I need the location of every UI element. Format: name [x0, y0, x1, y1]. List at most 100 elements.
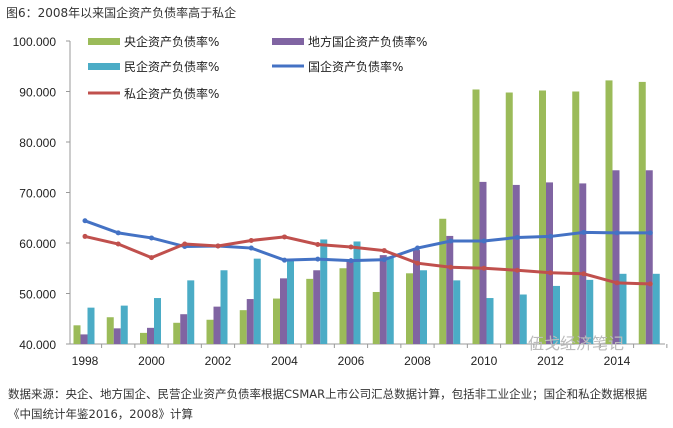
line-point — [647, 230, 653, 236]
legend-label: 央企资产负债率% — [124, 34, 219, 49]
x-tick-label: 2000 — [138, 354, 165, 368]
bar-2 — [213, 306, 221, 344]
line-point — [647, 281, 653, 287]
line-point — [348, 258, 354, 264]
bar-1 — [106, 317, 114, 344]
x-tick-label: 2010 — [471, 354, 498, 368]
bar-1 — [406, 273, 413, 344]
line-point — [149, 255, 154, 261]
line-point — [381, 257, 387, 263]
legend-label: 民企资产负债率% — [124, 59, 219, 74]
bar-3 — [553, 285, 560, 344]
legend-label: 私企资产负债率% — [124, 86, 219, 101]
bar-2 — [379, 255, 387, 344]
line-point — [415, 260, 420, 266]
line-point — [548, 270, 553, 276]
bar-3 — [287, 260, 294, 344]
line-point — [514, 267, 520, 273]
bar-3 — [586, 279, 594, 344]
line-point — [348, 244, 354, 250]
line-series-3 — [84, 219, 651, 263]
bar-3 — [120, 305, 128, 344]
bar-3 — [420, 270, 427, 344]
bar-1 — [339, 268, 347, 344]
bar-1 — [306, 278, 314, 344]
line-point — [448, 238, 454, 244]
line-point — [581, 271, 587, 277]
line-point — [315, 256, 321, 262]
bar-3 — [87, 307, 95, 344]
bar-2 — [346, 260, 354, 344]
legend-swatch — [88, 63, 120, 70]
line-point — [82, 218, 88, 224]
line-point — [248, 245, 254, 251]
bar-1 — [472, 89, 480, 344]
x-tick-label: 2004 — [271, 354, 298, 368]
line-point — [282, 257, 287, 263]
bar-3 — [353, 241, 361, 344]
line-point — [115, 241, 121, 247]
bar-2 — [579, 183, 587, 344]
legend-label: 国企资产负债率% — [308, 59, 403, 74]
line-point — [614, 280, 620, 286]
y-tick-label: 90.000 — [19, 86, 56, 100]
bar-1 — [539, 90, 546, 345]
bar-1 — [140, 332, 147, 344]
legend-swatch — [88, 38, 120, 45]
legend-label: 地方国企资产负债率% — [308, 34, 427, 49]
line-point — [448, 264, 454, 270]
bar-1 — [173, 322, 181, 344]
bar-3 — [253, 258, 261, 344]
line-point — [548, 233, 553, 239]
line-point — [415, 245, 420, 251]
bar-1 — [273, 298, 280, 344]
bar-3 — [619, 273, 627, 344]
line-point — [82, 233, 88, 239]
bar-3 — [187, 280, 195, 344]
line-point — [514, 234, 520, 240]
source-note: 数据来源：央企、地方国企、民营企业资产负债率根据CSMAR上市公司汇总数据计算，… — [8, 387, 648, 421]
bar-3 — [320, 239, 328, 344]
bar-2 — [246, 299, 254, 344]
x-tick-label: 2006 — [338, 354, 365, 368]
bar-1 — [239, 310, 247, 344]
x-tick-label: 2014 — [604, 354, 631, 368]
bar-1 — [372, 291, 380, 344]
bar-2 — [280, 278, 287, 344]
line-series-4 — [84, 234, 651, 286]
bar-3 — [386, 256, 394, 344]
bar-2 — [113, 328, 121, 344]
bar-3 — [220, 270, 228, 344]
x-tick-label: 2012 — [537, 354, 564, 368]
y-tick-label: 80.000 — [19, 136, 56, 150]
bar-2 — [612, 170, 620, 344]
bar-2 — [446, 235, 454, 344]
x-tick-label: 1998 — [72, 354, 99, 368]
x-tick-label: 2002 — [205, 354, 232, 368]
line-point — [381, 248, 387, 254]
x-tick-label: 2008 — [404, 354, 431, 368]
bar-1 — [572, 91, 580, 344]
bar-2 — [479, 181, 487, 344]
bar-1 — [638, 81, 646, 344]
bar-3 — [453, 280, 461, 344]
y-tick-label: 40.000 — [19, 338, 56, 352]
bar-2 — [512, 184, 520, 344]
bar-3 — [519, 294, 527, 344]
legend-swatch — [272, 38, 304, 45]
line-point — [149, 235, 154, 241]
line-point — [581, 229, 587, 235]
line-point — [481, 238, 487, 244]
bar-2 — [645, 170, 653, 344]
line-point — [248, 237, 254, 243]
bar-2 — [413, 250, 420, 344]
line-point — [182, 241, 188, 247]
bar-1 — [439, 218, 447, 344]
bar-1 — [206, 319, 214, 344]
bar-2 — [147, 327, 154, 344]
bar-2 — [80, 334, 88, 344]
bar-1 — [73, 325, 81, 344]
line-point — [481, 265, 487, 271]
